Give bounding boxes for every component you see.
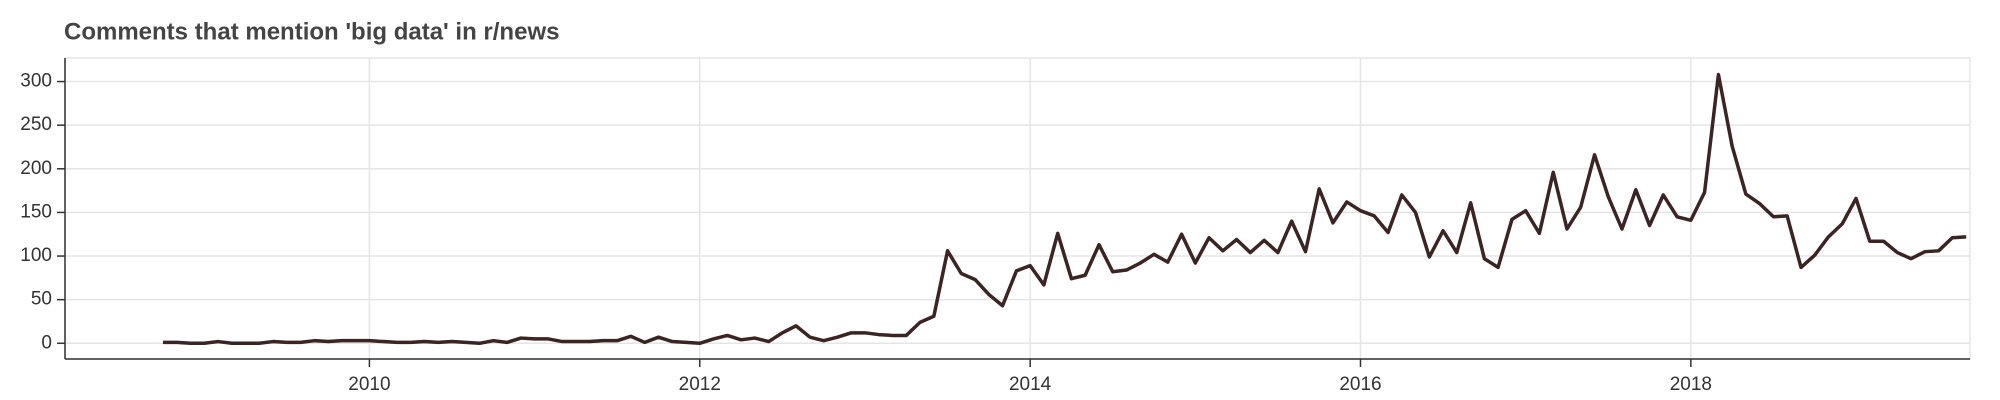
y-tick-label: 300	[20, 71, 52, 92]
plot-frame	[64, 57, 1971, 360]
x-tick-label: 2010	[348, 374, 390, 395]
y-tick-label: 0	[41, 332, 52, 353]
x-tick-label: 2014	[1009, 374, 1052, 395]
y-tick-label: 50	[31, 289, 52, 310]
x-tick-label: 2018	[1670, 374, 1712, 395]
y-tick-label: 100	[20, 245, 52, 266]
chart-title: Comments that mention 'big data' in r/ne…	[64, 18, 559, 45]
data-line	[162, 72, 1967, 346]
x-tick-label: 2016	[1339, 374, 1381, 395]
x-tick-label: 2012	[679, 374, 721, 395]
y-tick-label: 150	[20, 201, 52, 222]
y-tick-label: 200	[20, 158, 52, 179]
y-tick-label: 250	[20, 114, 52, 135]
